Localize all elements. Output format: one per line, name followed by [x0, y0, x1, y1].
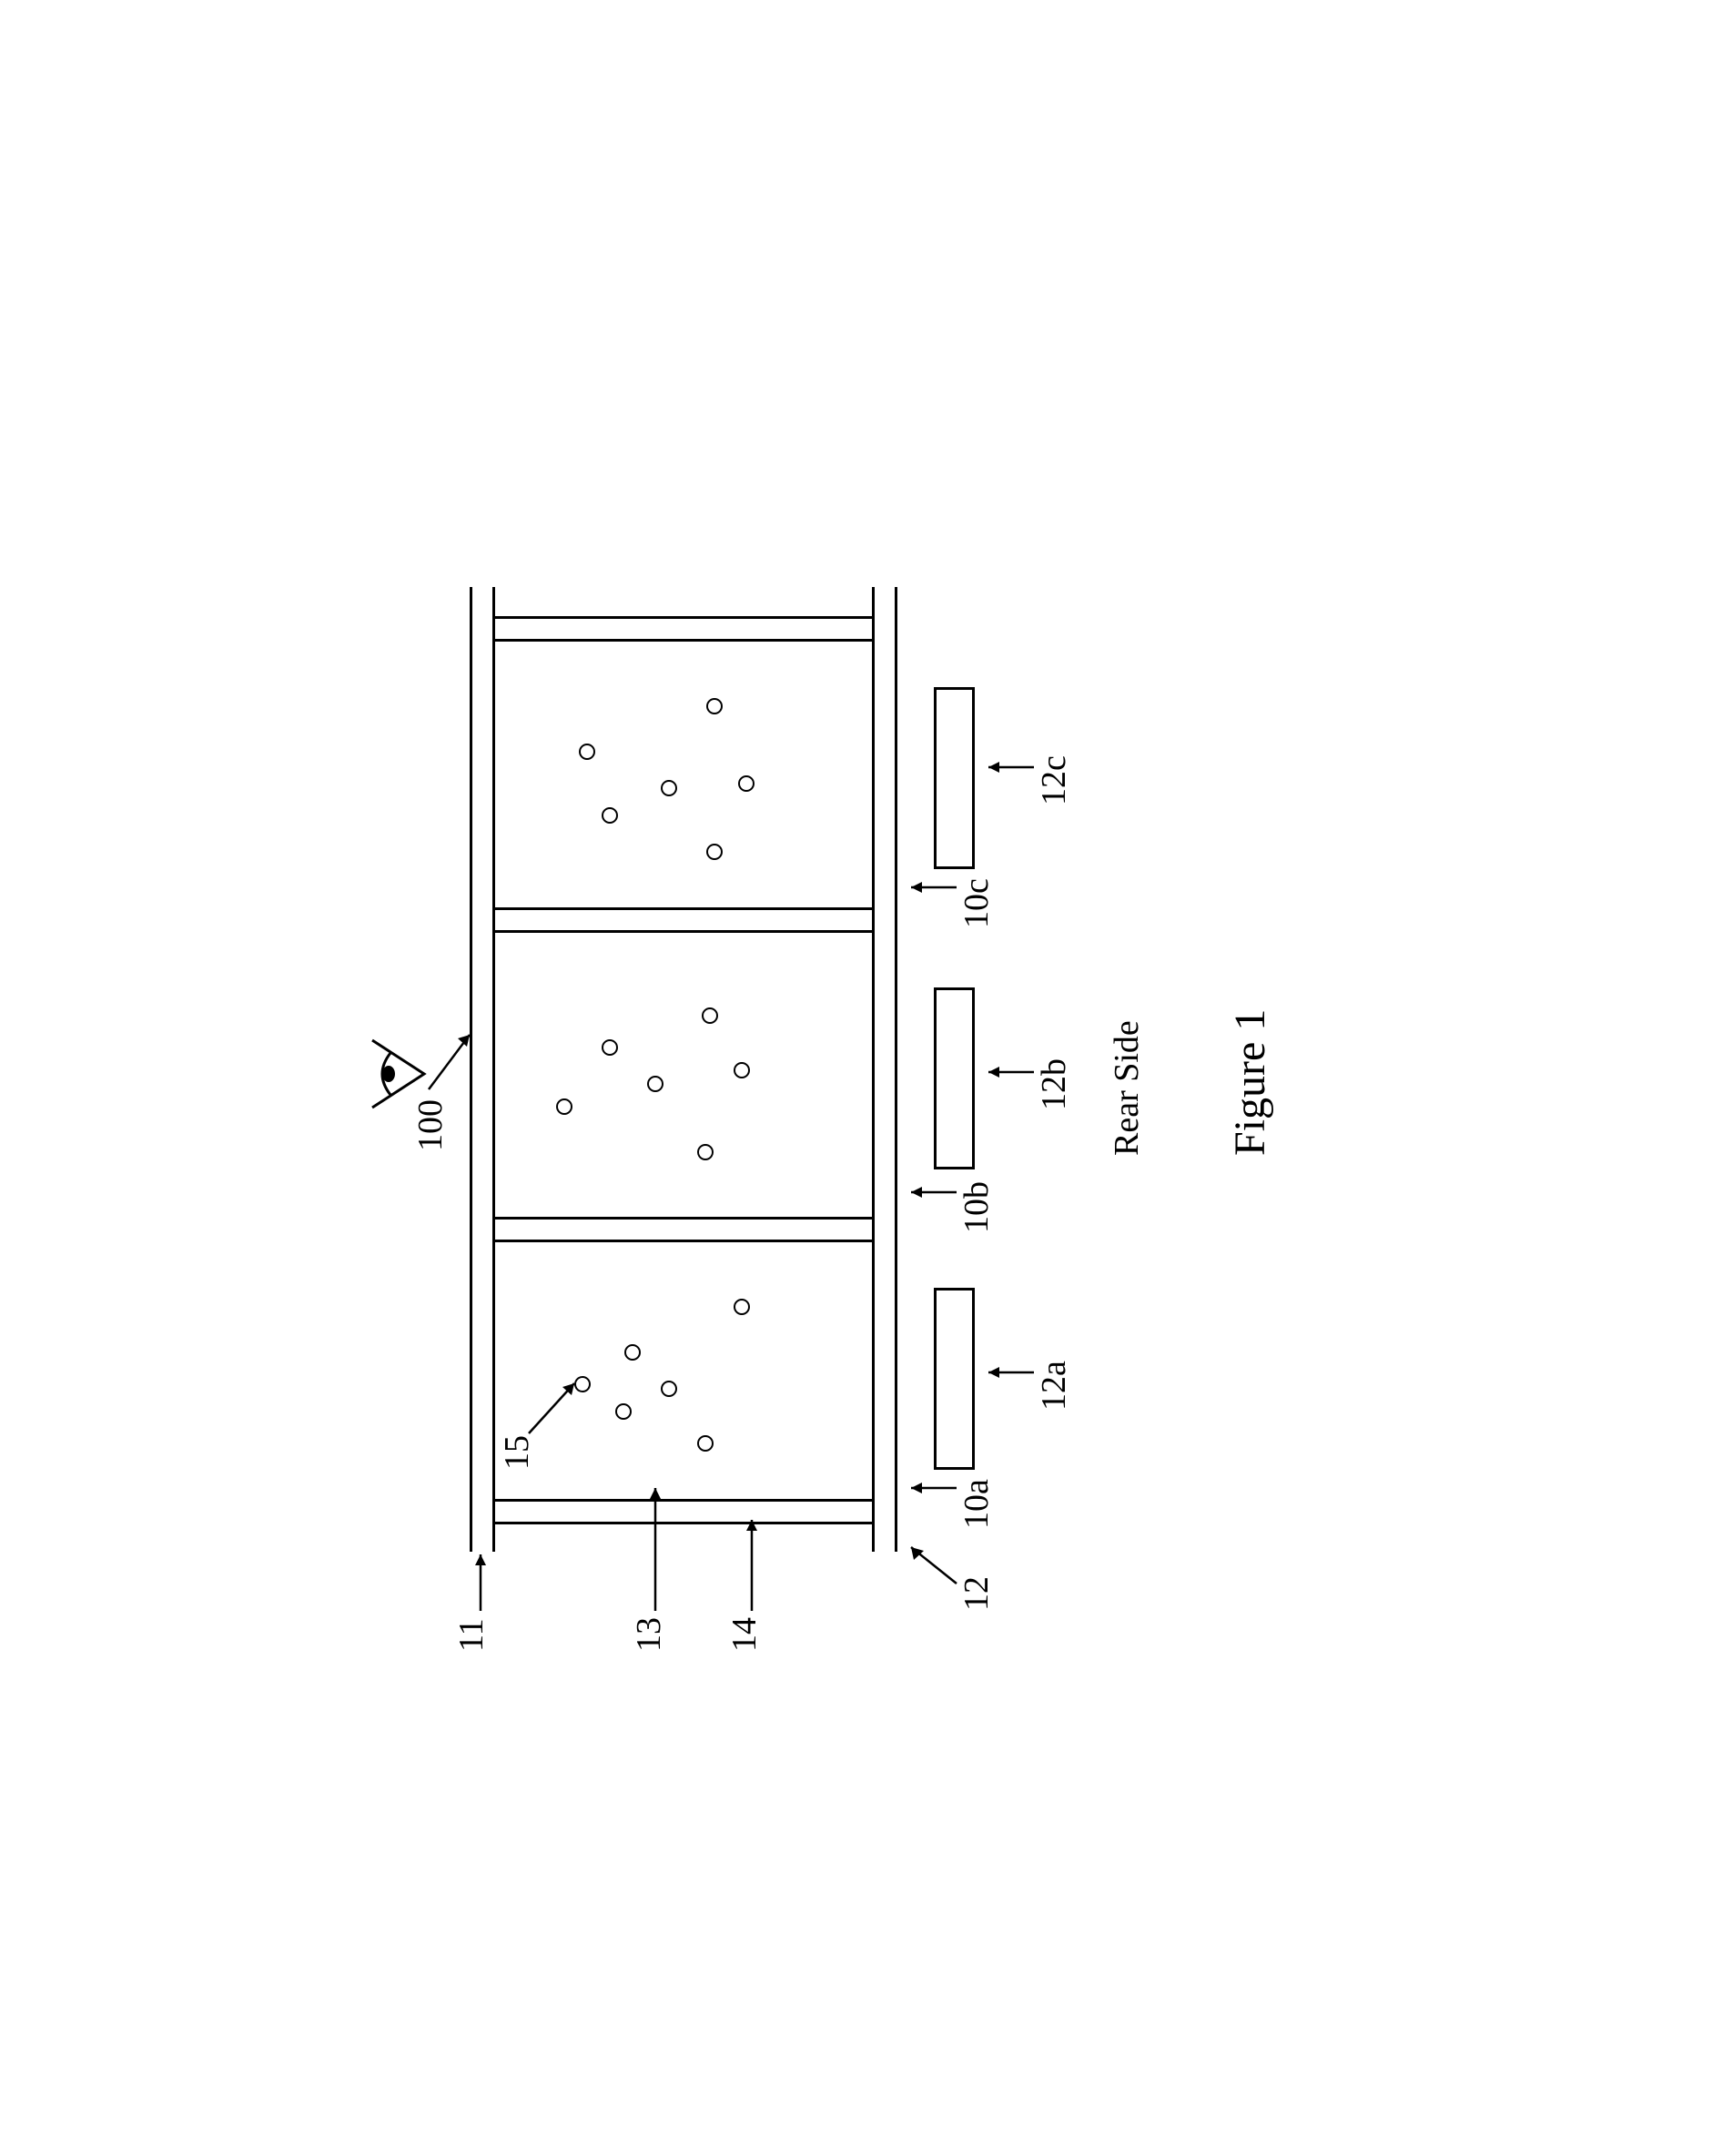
wall-2	[495, 1217, 872, 1242]
arrow-14	[741, 1506, 768, 1611]
particle	[706, 698, 723, 714]
label-12c: 12c	[1034, 755, 1074, 805]
particle	[602, 807, 618, 824]
label-10a: 10a	[957, 1479, 997, 1529]
particle	[624, 1344, 641, 1361]
particle	[702, 1007, 718, 1024]
label-12a: 12a	[1034, 1361, 1074, 1411]
particle	[556, 1098, 572, 1115]
particle	[579, 744, 595, 760]
arrow-12c	[979, 751, 1038, 778]
arrow-12a	[979, 1356, 1038, 1383]
particle	[697, 1435, 714, 1452]
label-100: 100	[410, 1099, 451, 1151]
label-11: 11	[451, 1618, 491, 1652]
particle	[647, 1076, 663, 1092]
arrow-11	[470, 1538, 497, 1611]
label-13: 13	[629, 1617, 669, 1652]
arrow-10a	[902, 1472, 961, 1499]
label-12b: 12b	[1034, 1058, 1074, 1110]
rotated-canvas: 100	[360, 441, 1362, 1716]
wall-left	[495, 1499, 872, 1524]
particle	[734, 1062, 750, 1078]
particle	[602, 1039, 618, 1056]
particle	[661, 780, 677, 796]
particle	[706, 844, 723, 860]
label-10b: 10b	[957, 1181, 997, 1233]
arrow-12b	[979, 1056, 1038, 1083]
particle	[661, 1381, 677, 1397]
arrow-12	[902, 1533, 961, 1588]
electrode-12b	[934, 987, 975, 1169]
top-plate-11	[470, 587, 495, 1552]
particle	[697, 1144, 714, 1160]
figure-caption: Figure 1	[1225, 1008, 1275, 1155]
bottom-plate-12	[872, 587, 897, 1552]
wall-right	[495, 616, 872, 642]
wall-3	[495, 907, 872, 933]
label-14: 14	[724, 1617, 765, 1652]
label-12: 12	[957, 1576, 997, 1611]
electrode-12c	[934, 687, 975, 869]
electrode-12a	[934, 1288, 975, 1470]
label-15: 15	[497, 1435, 537, 1470]
arrow-13	[644, 1474, 672, 1611]
arrow-10b	[902, 1176, 961, 1203]
label-10c: 10c	[957, 878, 997, 928]
arrow-15	[520, 1361, 583, 1433]
particle	[615, 1403, 632, 1420]
particle	[734, 1299, 750, 1315]
arrow-10c	[902, 871, 961, 898]
rear-side-label: Rear Side	[1107, 1020, 1147, 1156]
particle	[738, 775, 755, 792]
